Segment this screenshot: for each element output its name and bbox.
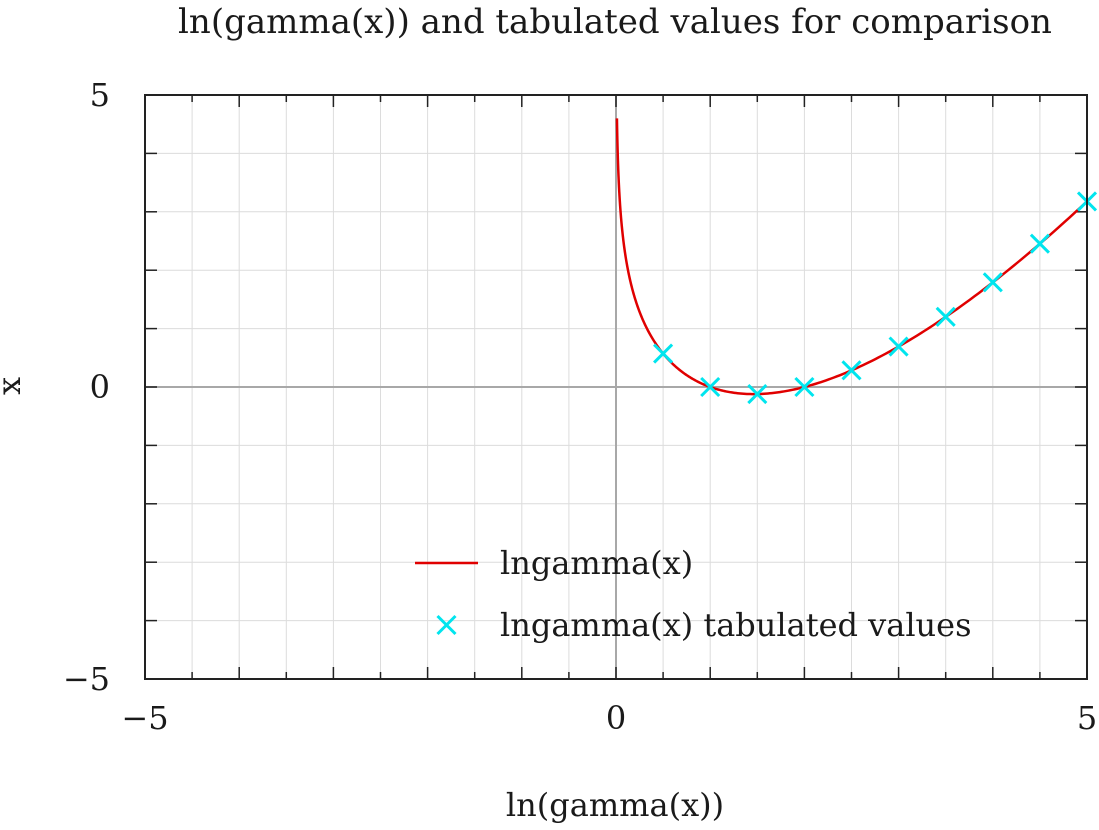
series-line-lngamma [615, 118, 1088, 396]
data-point-marker [935, 306, 956, 327]
x-tick-label: 0 [606, 699, 626, 737]
marker-stroke [982, 272, 1003, 293]
legend-swatch-marker [436, 614, 457, 636]
x-tick-label: −5 [121, 699, 168, 737]
y-axis-label: x [0, 377, 28, 395]
data-point-marker [700, 376, 721, 398]
marker-stroke [794, 376, 815, 398]
marker-stroke [888, 336, 909, 357]
legend: lngamma(x) lngamma(x) tabulated values [415, 544, 972, 644]
marker-stroke [653, 343, 674, 364]
data-point-marker [982, 272, 1003, 293]
chart-title: ln(gamma(x)) and tabulated values for co… [178, 2, 1052, 42]
y-tick-label: −5 [63, 660, 110, 698]
marker-stroke [841, 360, 862, 381]
data-point-marker [653, 343, 674, 364]
x-tick-label: 5 [1077, 699, 1097, 737]
series-layer [615, 118, 1098, 405]
data-point-marker [747, 384, 768, 405]
ticks: −5 0 5 −5 0 5 [63, 76, 1097, 737]
legend-label: lngamma(x) [500, 544, 693, 582]
data-point-marker [1029, 233, 1050, 254]
x-axis-label: ln(gamma(x)) [506, 786, 724, 824]
marker-stroke [935, 306, 956, 327]
zero-lines [145, 95, 1087, 679]
marker-stroke [747, 384, 768, 405]
data-point-marker [794, 376, 815, 398]
marker-stroke [700, 376, 721, 398]
y-tick-label: 5 [90, 76, 110, 114]
y-tick-label: 0 [90, 368, 110, 406]
legend-label: lngamma(x) tabulated values [500, 606, 972, 644]
marker-stroke [1029, 233, 1050, 254]
data-point-marker [888, 336, 909, 357]
data-point-marker [841, 360, 862, 381]
plot-frame [144, 94, 1088, 680]
